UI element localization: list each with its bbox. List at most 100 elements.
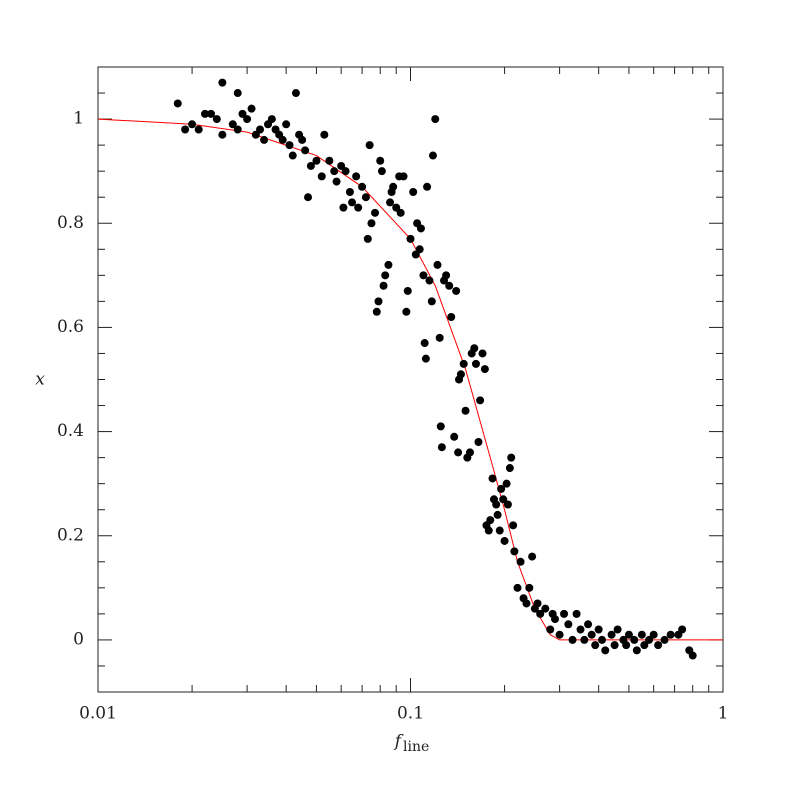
- data-point: [660, 635, 669, 644]
- data-point: [601, 646, 610, 655]
- x-tick-label: 1: [718, 704, 729, 724]
- y-tick-label: 0.6: [57, 317, 84, 337]
- data-point: [474, 438, 483, 446]
- data-point: [428, 151, 437, 160]
- data-point: [374, 297, 383, 306]
- data-point: [238, 109, 247, 118]
- data-point: [666, 630, 675, 639]
- data-point: [345, 188, 354, 196]
- data-point: [389, 182, 398, 191]
- y-tick-label: 0.4: [57, 421, 84, 441]
- y-tick-label: 0: [73, 629, 84, 649]
- data-point: [312, 156, 321, 165]
- data-point: [403, 286, 412, 295]
- data-point: [437, 443, 446, 452]
- data-point: [421, 354, 430, 363]
- data-point: [337, 161, 346, 170]
- data-point: [201, 109, 210, 118]
- data-point: [256, 125, 265, 134]
- data-point: [304, 193, 313, 202]
- x-axis-label: f: [393, 732, 404, 752]
- data-point: [630, 635, 639, 644]
- data-point: [610, 641, 619, 650]
- data-point: [409, 188, 418, 196]
- data-point: [301, 146, 310, 155]
- data-point: [420, 339, 429, 348]
- data-point: [525, 583, 534, 592]
- data-point: [285, 141, 294, 150]
- data-point: [645, 635, 654, 644]
- data-point: [470, 344, 479, 353]
- data-point: [367, 219, 376, 228]
- data-point: [288, 151, 297, 160]
- data-point: [450, 432, 459, 441]
- data-point: [536, 609, 545, 618]
- data-point: [632, 646, 641, 655]
- data-point: [486, 516, 495, 525]
- data-point: [431, 115, 440, 124]
- data-point: [361, 193, 370, 202]
- data-point: [484, 526, 493, 535]
- data-point: [233, 125, 242, 134]
- data-point: [406, 234, 415, 243]
- data-point: [332, 177, 341, 186]
- x-axis-label-subscript: line: [403, 739, 429, 755]
- data-point: [503, 500, 512, 509]
- data-point: [497, 484, 506, 493]
- data-point: [436, 422, 445, 431]
- data-point: [591, 641, 600, 650]
- data-point: [243, 115, 252, 124]
- data-point: [298, 135, 307, 144]
- data-point: [688, 651, 697, 660]
- data-point: [233, 89, 242, 98]
- data-point: [576, 625, 585, 634]
- data-point: [478, 349, 487, 358]
- y-axis-label: x: [35, 370, 45, 390]
- data-point: [560, 609, 569, 618]
- data-point: [228, 120, 237, 129]
- data-point: [377, 167, 386, 176]
- data-point: [654, 641, 663, 650]
- data-point: [447, 313, 456, 321]
- data-point: [379, 281, 388, 290]
- data-point: [317, 172, 326, 181]
- data-point: [546, 625, 555, 634]
- data-point: [435, 333, 444, 342]
- data-point: [188, 120, 197, 129]
- data-point: [505, 464, 514, 473]
- data-point: [267, 115, 276, 124]
- data-point: [459, 359, 468, 368]
- data-point: [291, 89, 300, 98]
- data-point: [282, 120, 291, 129]
- data-point: [376, 156, 385, 165]
- data-point: [218, 130, 227, 139]
- data-point: [507, 453, 516, 462]
- data-point: [622, 641, 631, 650]
- data-point: [480, 365, 489, 374]
- data-point: [348, 198, 357, 207]
- data-point: [425, 276, 434, 285]
- data-point: [502, 479, 511, 488]
- data-point: [492, 500, 501, 509]
- data-point: [607, 630, 616, 639]
- data-point: [247, 104, 256, 113]
- data-point: [594, 625, 603, 634]
- x-tick-label: 0.01: [79, 704, 117, 724]
- data-point: [555, 630, 564, 639]
- data-point: [550, 615, 559, 624]
- data-point: [533, 599, 542, 608]
- data-point: [392, 203, 401, 212]
- data-point: [365, 141, 374, 150]
- data-point: [442, 271, 451, 280]
- data-point: [637, 630, 646, 639]
- data-point: [320, 130, 329, 139]
- data-point: [306, 161, 315, 170]
- data-point: [354, 203, 363, 212]
- x-tick-label: 0.1: [397, 704, 424, 724]
- data-point: [649, 630, 658, 639]
- data-point: [371, 208, 380, 217]
- data-point: [624, 630, 633, 639]
- data-point: [341, 167, 350, 176]
- data-point: [488, 474, 497, 483]
- data-point: [495, 526, 504, 535]
